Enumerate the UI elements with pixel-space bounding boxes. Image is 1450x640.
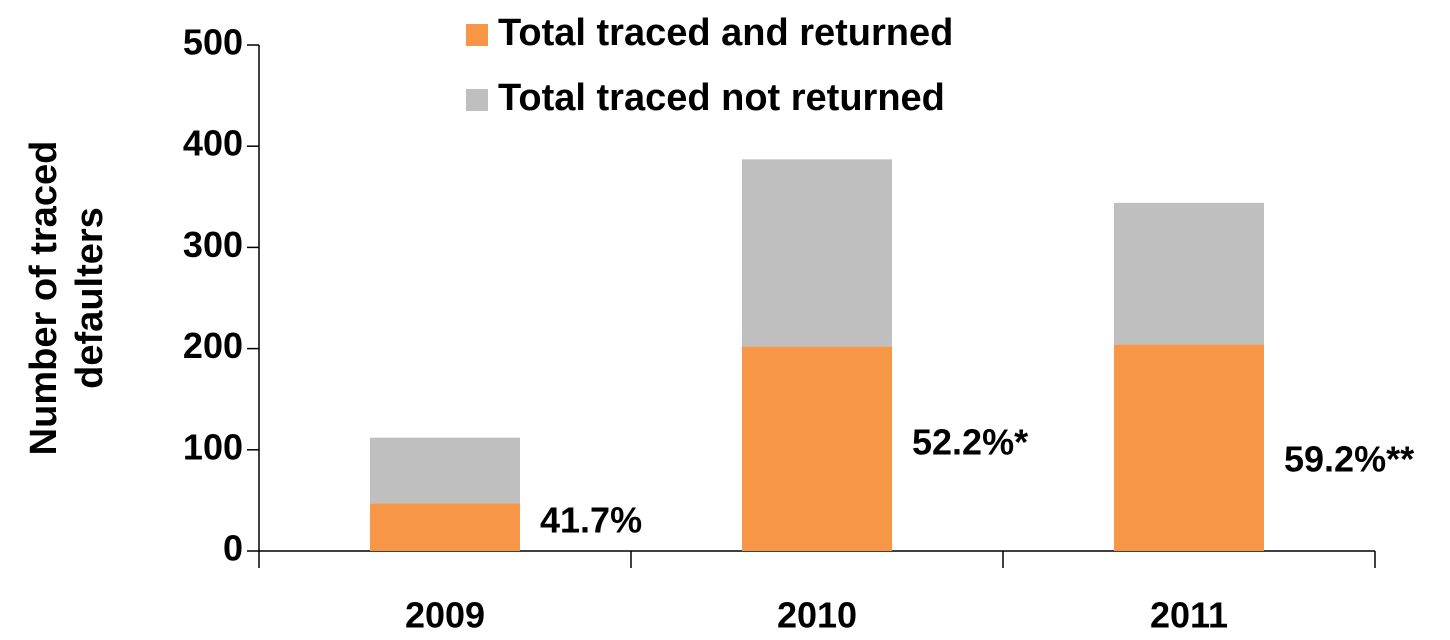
y-tick-label: 100 — [183, 426, 243, 467]
bar-segment — [370, 437, 520, 504]
x-tick-label: 2010 — [777, 595, 857, 636]
bar-segment — [742, 346, 892, 551]
x-tick-label: 2011 — [1150, 595, 1228, 636]
y-axis-title: Number of traced defaulters — [23, 141, 111, 456]
bar-segment — [742, 159, 892, 347]
y-tick-label: 200 — [183, 325, 243, 366]
annotation: 59.2%** — [1284, 438, 1414, 479]
y-tick-label: 400 — [183, 123, 243, 164]
x-tick-label: 2009 — [405, 595, 485, 636]
y-tick-label: 500 — [183, 22, 243, 63]
annotation: 52.2%* — [912, 421, 1028, 462]
legend-label: Total traced and returned — [498, 12, 953, 54]
bar-segment — [1114, 344, 1264, 551]
y-tick-label: 0 — [223, 528, 243, 569]
y-tick-label: 300 — [183, 224, 243, 265]
annotation: 41.7% — [540, 500, 642, 541]
y-axis-title-line: Number of traced — [23, 141, 65, 456]
legend-swatch — [466, 24, 488, 46]
bar-segment — [1114, 202, 1264, 345]
legend-label: Total traced not returned — [498, 77, 945, 119]
bar-segment — [370, 503, 520, 551]
legend-swatch — [466, 89, 488, 111]
y-axis-title-line: defaulters — [69, 207, 111, 389]
